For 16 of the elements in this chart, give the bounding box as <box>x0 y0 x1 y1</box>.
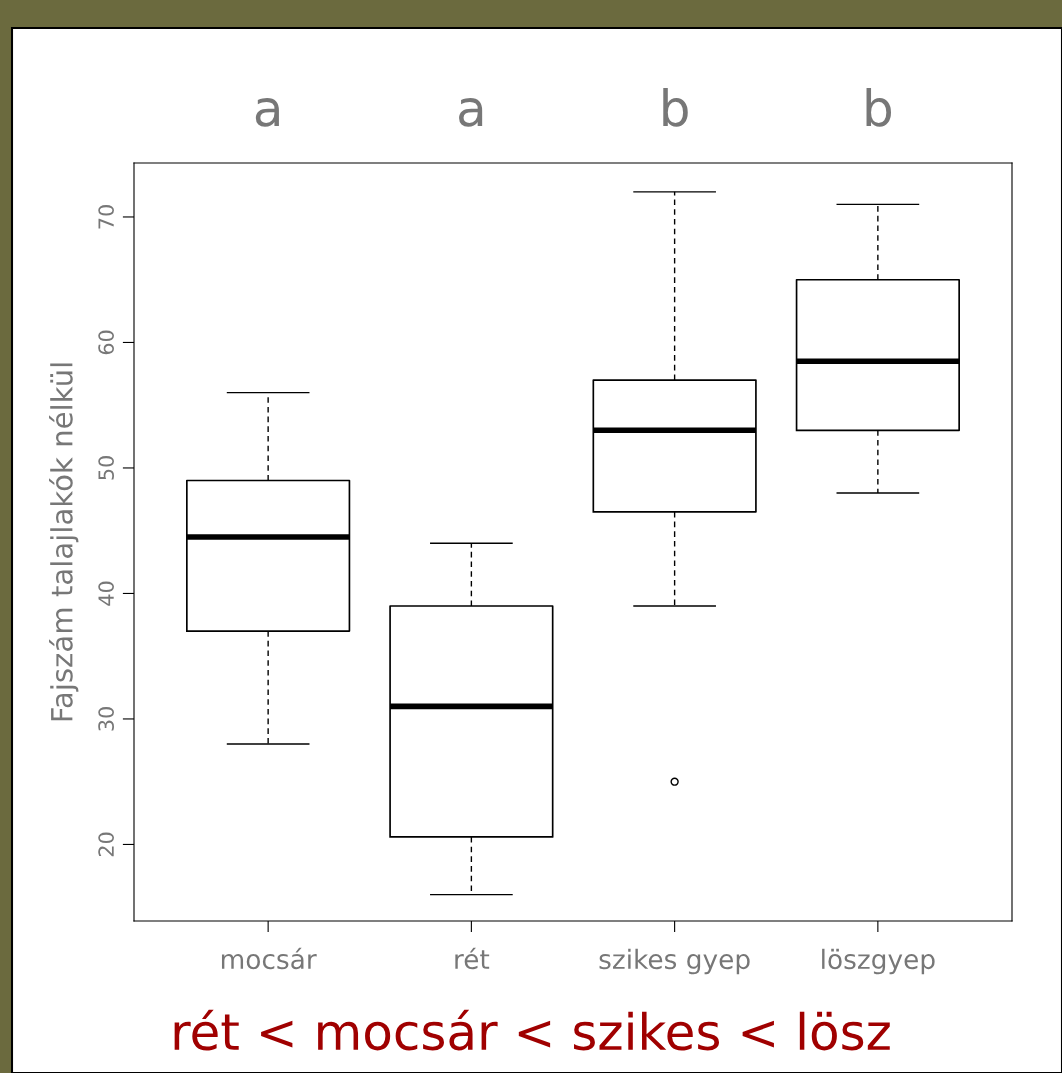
y-tick-label: 60 <box>98 330 114 355</box>
x-tick-label: löszgyep <box>822 948 935 975</box>
x-tick-label: mocsár <box>221 947 317 970</box>
text: a <box>459 98 483 127</box>
x-tick-label: rét <box>455 947 490 970</box>
text: rét < mocsár < szikes < lösz <box>174 1009 890 1051</box>
y-tick-label: 30 <box>98 707 114 731</box>
y-tick-label: 50 <box>98 456 114 480</box>
y-axis-title: Fajszám talajlakók nélkül <box>49 363 79 721</box>
text: a <box>255 98 279 127</box>
y-tick-label: 70 <box>98 205 114 229</box>
text: b <box>866 88 891 127</box>
y-tick-label: 40 <box>98 581 114 606</box>
x-tick-label: szikes gyep <box>599 948 750 975</box>
text: b <box>663 88 688 127</box>
y-tick-label: 20 <box>98 832 114 857</box>
